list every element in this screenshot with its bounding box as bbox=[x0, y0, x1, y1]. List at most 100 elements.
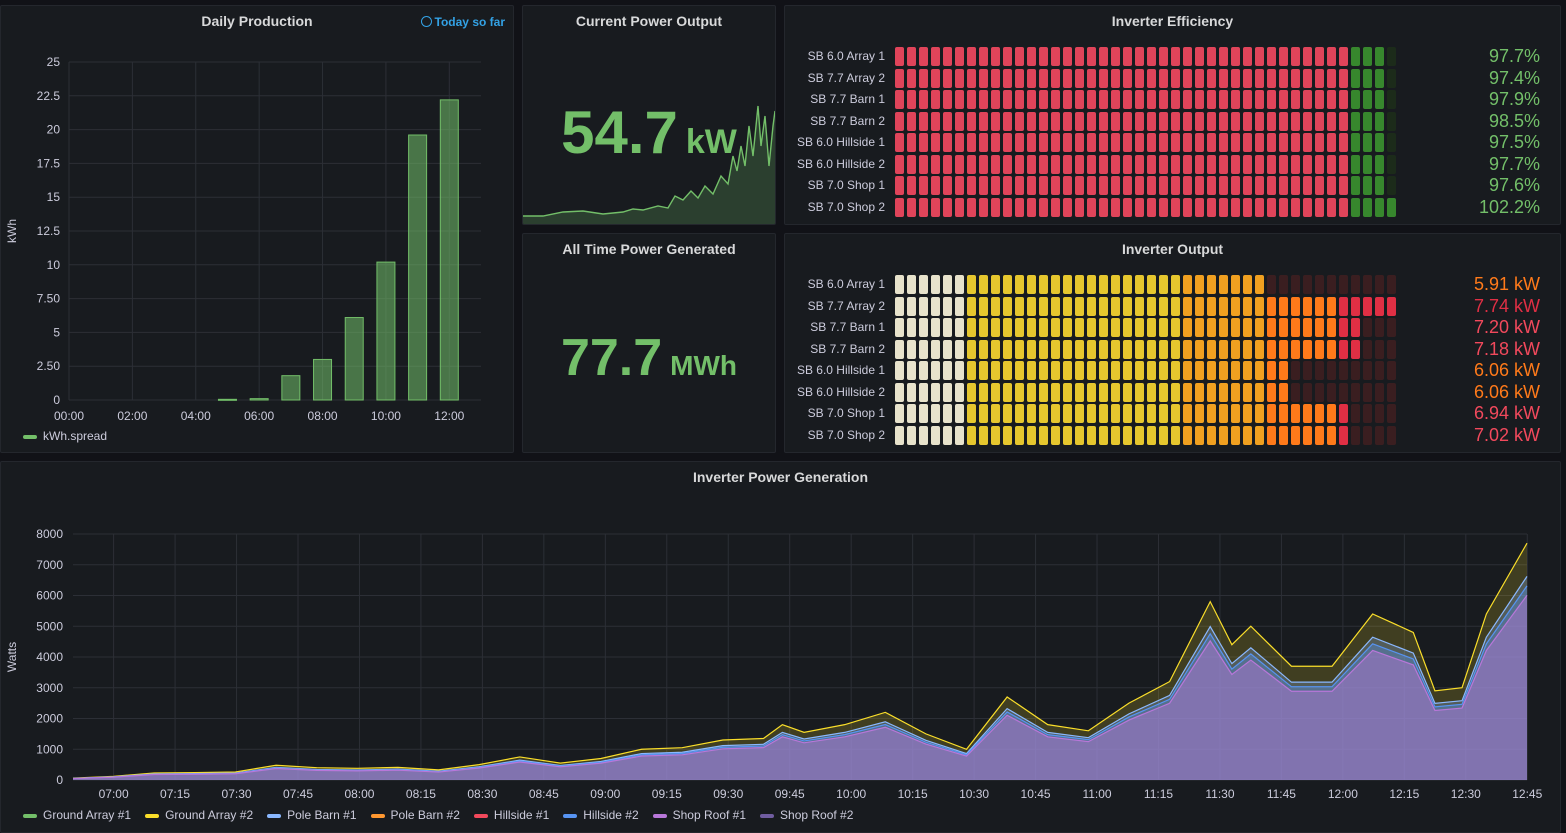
gauge-segment bbox=[1279, 275, 1288, 294]
x-tick-label: 07:30 bbox=[222, 787, 252, 801]
gauge-segment bbox=[1219, 111, 1228, 131]
power-generation-title: Inverter Power Generation bbox=[692, 469, 869, 485]
gauge-segment bbox=[1087, 111, 1096, 131]
gauge-segment bbox=[1279, 339, 1288, 359]
x-tick-label: 12:15 bbox=[1389, 787, 1419, 801]
gauge-segment bbox=[1063, 339, 1072, 359]
gauge-segment bbox=[895, 275, 904, 294]
gauge-segment bbox=[1327, 90, 1336, 109]
gauge-segment bbox=[1015, 382, 1024, 402]
x-tick-label: 08:00 bbox=[308, 409, 338, 423]
gauge-segment bbox=[919, 111, 928, 131]
gauge-segment bbox=[1207, 176, 1216, 195]
gauge-segment bbox=[1231, 68, 1240, 88]
gauge-segment bbox=[1351, 68, 1360, 88]
gauge-segment bbox=[1279, 197, 1288, 217]
gauge-segment bbox=[1111, 133, 1120, 152]
gauge-segment bbox=[1099, 275, 1108, 294]
legend-item[interactable]: Shop Roof #1 bbox=[652, 808, 746, 822]
gauge-segment bbox=[1255, 154, 1264, 174]
gauge-segment bbox=[1147, 339, 1156, 359]
legend-item[interactable]: Pole Barn #1 bbox=[267, 808, 357, 822]
gauge-segment bbox=[955, 90, 964, 109]
legend-item[interactable]: Shop Roof #2 bbox=[760, 808, 853, 822]
power-generation-chart: 0 1000 2000 3000 4000 5000 6000 7000 8000 07:00 07… bbox=[5, 527, 1543, 801]
legend-item[interactable]: Ground Array #2 bbox=[145, 808, 253, 822]
gauge-segment bbox=[1279, 111, 1288, 131]
gauge-segment bbox=[967, 275, 976, 294]
y-tick-label: 0 bbox=[56, 773, 63, 787]
gauge-segment bbox=[1315, 68, 1324, 88]
daily-production-title: Daily Production bbox=[201, 13, 313, 29]
legend-label: Pole Barn #1 bbox=[287, 808, 357, 822]
gauge-segment bbox=[1027, 90, 1036, 109]
legend-item[interactable]: Ground Array #1 bbox=[23, 808, 131, 822]
gauge-segment bbox=[1315, 296, 1324, 316]
gauge-segment bbox=[1099, 90, 1108, 109]
gauge-segment bbox=[1207, 318, 1216, 337]
gauge-segment bbox=[1183, 68, 1192, 88]
gauge-segment bbox=[1075, 361, 1084, 380]
gauge-segment bbox=[1279, 296, 1288, 316]
gauge-segment bbox=[1255, 176, 1264, 195]
gauge-segment bbox=[967, 318, 976, 337]
gauge-segment bbox=[1351, 318, 1360, 337]
gauge-segment bbox=[979, 318, 988, 337]
gauge-segment bbox=[1147, 154, 1156, 174]
gauge-segment bbox=[1363, 318, 1372, 337]
time-range-badge[interactable]: Today so far bbox=[420, 15, 505, 29]
gauge-segment bbox=[1207, 133, 1216, 152]
gauge-segment bbox=[1147, 361, 1156, 380]
gauge-segment bbox=[1327, 68, 1336, 88]
gauge-segment bbox=[1267, 275, 1276, 294]
gauge-segment bbox=[1267, 361, 1276, 380]
area-shop-roof-line bbox=[72, 594, 1528, 780]
gauge-segment bbox=[1147, 47, 1156, 66]
gauge-value: 102.2% bbox=[1478, 196, 1540, 217]
gauge-segment bbox=[1207, 90, 1216, 109]
gauge-segment bbox=[1327, 111, 1336, 131]
legend-item[interactable]: kWh.spread bbox=[23, 429, 107, 443]
gauge-segment bbox=[1075, 68, 1084, 88]
gauge-segment bbox=[967, 176, 976, 195]
gauge-segment bbox=[1039, 176, 1048, 195]
gauge-segment bbox=[907, 68, 916, 88]
gauge-segment bbox=[1255, 361, 1264, 380]
gauge-segment bbox=[907, 47, 916, 66]
gauge-segment bbox=[1159, 361, 1168, 380]
gauge-segment bbox=[1135, 133, 1144, 152]
gauge-label: SB 7.7 Barn 1 bbox=[810, 92, 885, 106]
gauge-segment bbox=[1063, 318, 1072, 337]
gauge-segment bbox=[1147, 318, 1156, 337]
gauge-value: 7.74 kW bbox=[1473, 295, 1540, 316]
inverter-output-panel: Inverter Output SB 6.0 Array 1 5.91 kW SB … bbox=[784, 233, 1561, 453]
time-range-label: Today so far bbox=[434, 15, 505, 29]
gauge-segment bbox=[907, 382, 916, 402]
gauge-segment bbox=[1315, 90, 1324, 109]
gauge-segment bbox=[991, 339, 1000, 359]
gauge-segment bbox=[979, 404, 988, 423]
gauge-segment bbox=[1051, 68, 1060, 88]
gauge-segment bbox=[1303, 133, 1312, 152]
gauge-segment bbox=[1195, 318, 1204, 337]
legend-item[interactable]: Pole Barn #2 bbox=[370, 808, 460, 822]
gauge-segment bbox=[1135, 425, 1144, 445]
legend-item[interactable]: Hillside #1 bbox=[473, 808, 549, 822]
gauge-row: SB 7.7 Array 2 97.4% bbox=[785, 68, 1560, 89]
gauge-segment bbox=[979, 275, 988, 294]
x-tick-label: 04:00 bbox=[181, 409, 211, 423]
gauge-segment bbox=[1291, 404, 1300, 423]
gauge-segment bbox=[1159, 404, 1168, 423]
gauge-segment bbox=[1303, 425, 1312, 445]
power-generation-panel: Inverter Power Generation 0 1000 2000 3000 4… bbox=[0, 461, 1561, 833]
gauge-segment bbox=[1363, 133, 1372, 152]
legend-item[interactable]: Hillside #2 bbox=[563, 808, 639, 822]
gauge-segment bbox=[1339, 154, 1348, 174]
gauge-segment bbox=[1351, 296, 1360, 316]
gauge-segment bbox=[1111, 361, 1120, 380]
gauge-segment bbox=[1183, 275, 1192, 294]
y-tick-label: 3000 bbox=[36, 681, 63, 695]
legend-label: kWh.spread bbox=[43, 429, 108, 443]
gauge-label: SB 6.0 Hillside 2 bbox=[796, 156, 885, 171]
gauge-segment bbox=[1255, 111, 1264, 131]
